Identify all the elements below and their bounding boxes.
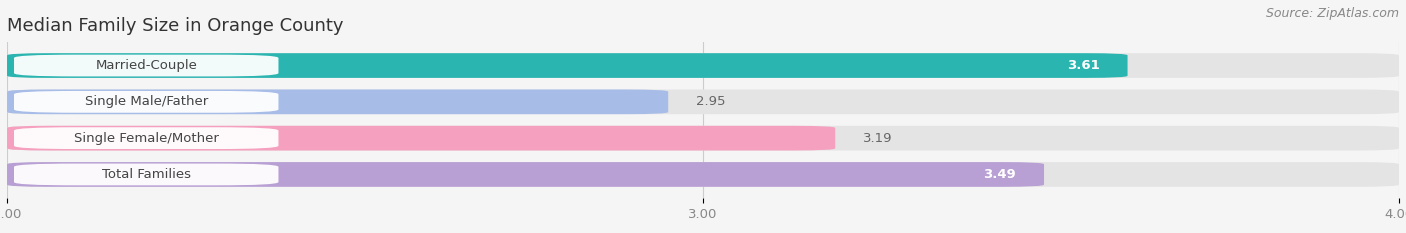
FancyBboxPatch shape: [7, 53, 1399, 78]
Text: 2.95: 2.95: [696, 95, 725, 108]
Text: 3.49: 3.49: [983, 168, 1017, 181]
FancyBboxPatch shape: [14, 127, 278, 149]
Text: Total Families: Total Families: [101, 168, 191, 181]
FancyBboxPatch shape: [7, 53, 1128, 78]
FancyBboxPatch shape: [14, 91, 278, 113]
Text: Single Male/Father: Single Male/Father: [84, 95, 208, 108]
FancyBboxPatch shape: [7, 126, 835, 151]
Text: Married-Couple: Married-Couple: [96, 59, 197, 72]
FancyBboxPatch shape: [7, 126, 1399, 151]
Text: 3.61: 3.61: [1067, 59, 1099, 72]
Text: Median Family Size in Orange County: Median Family Size in Orange County: [7, 17, 343, 35]
FancyBboxPatch shape: [7, 162, 1399, 187]
Text: 3.19: 3.19: [863, 132, 893, 145]
FancyBboxPatch shape: [7, 89, 1399, 114]
FancyBboxPatch shape: [7, 89, 668, 114]
FancyBboxPatch shape: [14, 55, 278, 76]
Text: Source: ZipAtlas.com: Source: ZipAtlas.com: [1265, 7, 1399, 20]
Text: Single Female/Mother: Single Female/Mother: [73, 132, 219, 145]
FancyBboxPatch shape: [14, 164, 278, 185]
FancyBboxPatch shape: [7, 162, 1045, 187]
